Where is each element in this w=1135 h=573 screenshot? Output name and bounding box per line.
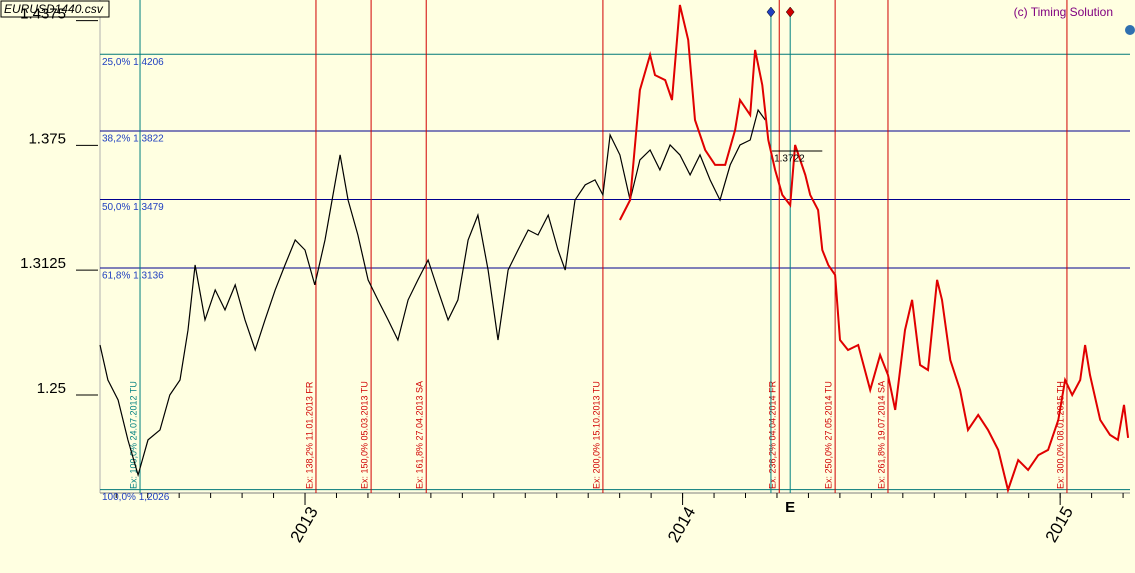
- level-label: 38,2% 1,3822: [102, 134, 164, 145]
- copyright: (c) Timing Solution: [1014, 5, 1113, 19]
- y-tick-label: 1.4375: [20, 6, 66, 23]
- marker-label: E: [785, 499, 795, 516]
- file-label: EURUSD1440.csv: [4, 2, 104, 16]
- globe-icon[interactable]: [1125, 25, 1135, 35]
- y-tick-label: 1.375: [28, 130, 66, 147]
- marker-diamond: [785, 6, 795, 18]
- price-mark-label: 1.3722: [774, 154, 805, 165]
- level-label: 50,0% 1,3479: [102, 202, 164, 213]
- event-label: Ex: 261,8% 19.07.2014 SA: [876, 381, 886, 489]
- event-label: Ex: 138,2% 11.01.2013 FR: [304, 381, 314, 489]
- event-label: Ex: 300,0% 08.01.2015 TH: [1055, 381, 1065, 489]
- event-label: Ex: 236,2% 04.04.2014 FR: [768, 380, 778, 489]
- event-label: Ex: 150,0% 05.03.2013 TU: [359, 381, 369, 489]
- level-label: 25,0% 1,4206: [102, 57, 164, 68]
- level-label: 61,8% 1,3136: [102, 271, 164, 282]
- file-label-box: [0, 0, 110, 18]
- y-tick-label: 1.25: [37, 380, 66, 397]
- event-label: Ex: 161,8% 27.04.2013 SA: [415, 381, 425, 489]
- event-label: Ex: 250,0% 27.05.2014 TU: [823, 381, 833, 489]
- event-label: Ex: 200,0% 15.10.2013 TU: [591, 381, 601, 489]
- y-tick-label: 1.3125: [20, 255, 66, 272]
- price-line: [99, 108, 766, 478]
- event-label: Ex: 100,0% 24.07.2012 TU: [128, 381, 138, 489]
- price-line: [619, 4, 1130, 494]
- marker-diamond: [766, 6, 776, 18]
- level-label: 100,0% 1,2026: [102, 492, 170, 503]
